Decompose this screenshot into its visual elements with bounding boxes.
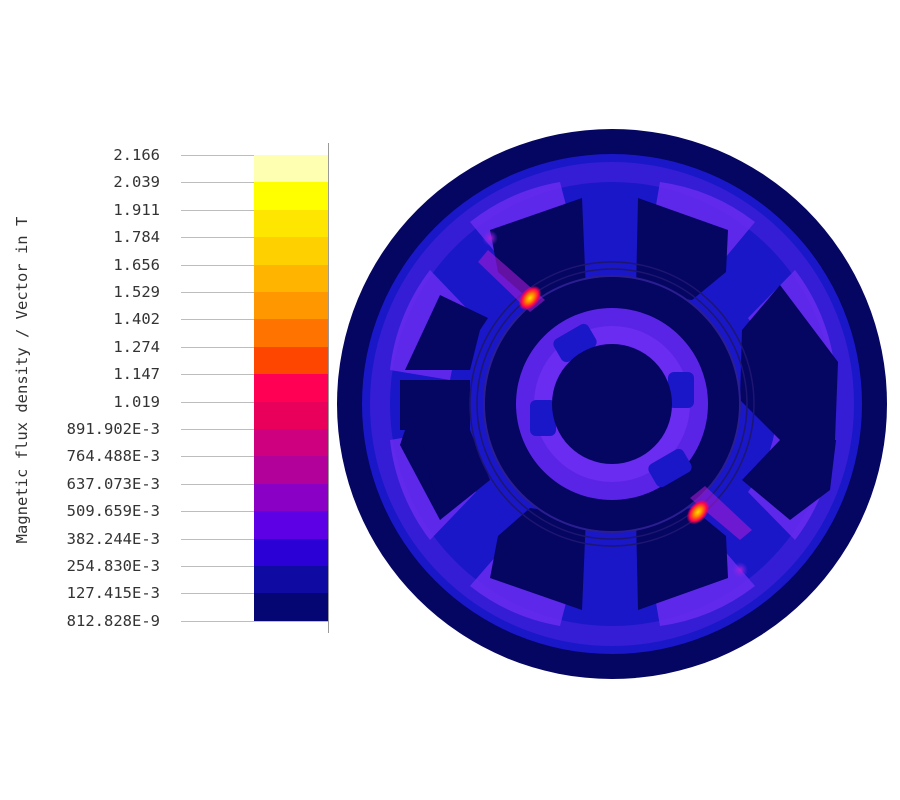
legend-level-label: 127.415E-3 [66, 584, 160, 603]
legend-color-swatch [254, 264, 328, 293]
flux-concentration [478, 230, 752, 578]
legend-level-label: 1.402 [113, 310, 160, 329]
legend-level-label: 254.830E-3 [66, 557, 160, 575]
legend-level-label: 1.019 [113, 392, 160, 411]
legend-level-label: 1.274 [113, 337, 160, 356]
legend-level-label: 637.073E-3 [66, 474, 160, 493]
legend-color-swatch [254, 593, 328, 622]
stator-field-ring [370, 162, 854, 646]
legend-color-swatch [254, 566, 328, 594]
legend-color-swatch [254, 401, 328, 430]
legend-level-label: 2.039 [113, 173, 160, 192]
legend-level-label: 509.659E-3 [66, 502, 160, 521]
airgap-lines [469, 261, 755, 547]
legend-color-swatch [254, 209, 328, 238]
legend-color-swatch [254, 429, 328, 457]
legend-level-label: 1.911 [113, 200, 160, 219]
legend-color-swatch [254, 374, 328, 403]
legend-level-label: 2.166 [113, 146, 160, 164]
legend-color-swatch [254, 292, 328, 320]
legend-bar-frame [328, 143, 329, 633]
legend-color-swatch [254, 483, 328, 512]
legend-color-swatch [254, 155, 328, 183]
legend-level-label: 764.488E-3 [66, 447, 160, 466]
legend-level-label: 1.784 [113, 228, 160, 247]
shaft [552, 344, 672, 464]
legend-level-label: 382.244E-3 [66, 529, 160, 548]
legend-color-swatch [254, 237, 328, 266]
legend-level-label: 1.656 [113, 255, 160, 274]
legend-color-swatch [254, 538, 328, 567]
legend-color-swatch [254, 319, 328, 348]
legend-level-label: 891.902E-3 [66, 420, 160, 438]
legend-level-label: 812.828E-9 [66, 611, 160, 630]
legend-color-swatch [254, 511, 328, 540]
legend-color-swatch [254, 346, 328, 375]
legend-color-swatch [254, 456, 328, 485]
rotor [483, 275, 741, 533]
legend-level-label: 1.147 [113, 365, 160, 384]
legend-level-label: 1.529 [113, 283, 160, 301]
legend-color-swatch [254, 182, 328, 211]
